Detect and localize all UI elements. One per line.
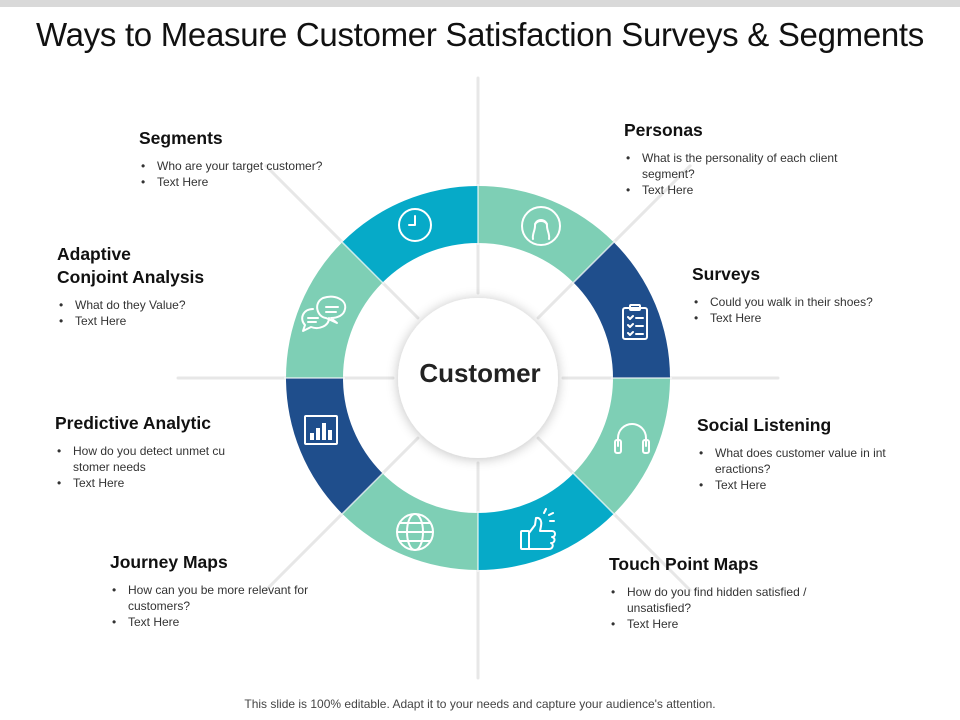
personas-bullets: What is the personality of each client s… xyxy=(624,150,844,198)
bullet-item: Text Here xyxy=(609,616,824,632)
touch-point-maps-heading: Touch Point Maps xyxy=(609,554,759,574)
bullet-item: How do you detect unmet cu stomer needs xyxy=(55,443,255,475)
top-bar xyxy=(0,0,960,7)
segment-dividers xyxy=(284,184,672,572)
personas-heading: Personas xyxy=(624,120,703,140)
ring-segment-surveys xyxy=(573,242,670,378)
segments-bullets: Who are your target customer? Text Here xyxy=(139,158,369,190)
ring-segment-predictive-analytic xyxy=(286,378,383,514)
bullet-item: Text Here xyxy=(110,614,325,630)
user-icon xyxy=(521,206,561,246)
bullet-item: Text Here xyxy=(624,182,844,198)
surveys-block: Surveys Could you walk in their shoes? T… xyxy=(692,263,922,326)
bullet-item: Text Here xyxy=(55,475,255,491)
ring-segment-personas xyxy=(478,186,614,283)
clipboard-checklist-icon xyxy=(622,304,648,340)
touch-point-maps-bullets: How do you find hidden satisfied / unsat… xyxy=(609,584,824,632)
page-title: Ways to Measure Customer Satisfaction Su… xyxy=(36,16,924,53)
journey-maps-bullets: How can you be more relevant for custome… xyxy=(110,582,325,630)
chat-bubbles-icon xyxy=(301,295,347,332)
clock-icon xyxy=(398,208,432,242)
touch-point-maps-block: Touch Point Maps How do you find hidden … xyxy=(609,553,824,632)
adaptive-conjoint-block: Adaptive Conjoint Analysis What do they … xyxy=(57,243,267,329)
thumbs-up-icon xyxy=(520,508,556,550)
bullet-item: How do you find hidden satisfied / unsat… xyxy=(609,584,824,616)
bullet-item: Could you walk in their shoes? xyxy=(692,294,922,310)
footer-note: This slide is 100% editable. Adapt it to… xyxy=(244,697,716,711)
journey-maps-block: Journey Maps How can you be more relevan… xyxy=(110,551,325,630)
journey-maps-heading: Journey Maps xyxy=(110,552,228,572)
segment-divider xyxy=(571,240,616,285)
segment-divider xyxy=(340,240,385,285)
surveys-heading: Surveys xyxy=(692,264,761,284)
surveys-bullets: Could you walk in their shoes? Text Here xyxy=(692,294,922,326)
segments-heading: Segments xyxy=(139,128,223,148)
ring-segment-touch-point-maps xyxy=(478,473,614,570)
ring-segment-segments xyxy=(342,186,478,283)
segment-divider xyxy=(340,471,385,516)
adaptive-conjoint-bullets: What do they Value? Text Here xyxy=(57,297,267,329)
headphones-icon xyxy=(614,423,650,454)
predictive-analytic-block: Predictive Analytic How do you detect un… xyxy=(55,412,255,491)
social-listening-bullets: What does customer value in int eraction… xyxy=(697,445,917,493)
bullet-item: Text Here xyxy=(57,313,267,329)
ring-segment-adaptive-conjoint xyxy=(286,242,383,378)
center-label: Customer xyxy=(419,358,541,388)
personas-block: Personas What is the personality of each… xyxy=(624,119,844,198)
predictive-analytic-bullets: How do you detect unmet cu stomer needs … xyxy=(55,443,255,491)
bullet-item: What does customer value in int eraction… xyxy=(697,445,917,477)
bar-chart-icon xyxy=(304,415,338,445)
social-listening-block: Social Listening What does customer valu… xyxy=(697,414,917,493)
bullet-item: Text Here xyxy=(697,477,917,493)
bullet-item: What do they Value? xyxy=(57,297,267,313)
globe-icon xyxy=(396,513,434,551)
bullet-item: What is the personality of each client s… xyxy=(624,150,844,182)
bullet-item: How can you be more relevant for custome… xyxy=(110,582,325,614)
segment-divider xyxy=(571,471,616,516)
bullet-item: Who are your target customer? xyxy=(139,158,369,174)
bullet-item: Text Here xyxy=(692,310,922,326)
center-circle xyxy=(398,298,558,458)
predictive-analytic-heading: Predictive Analytic xyxy=(55,413,211,433)
social-listening-heading: Social Listening xyxy=(697,415,832,435)
adaptive-conjoint-heading: Adaptive Conjoint Analysis xyxy=(57,244,205,287)
ring-segment-journey-maps xyxy=(342,473,478,570)
bullet-item: Text Here xyxy=(139,174,369,190)
segments-block: Segments Who are your target customer? T… xyxy=(139,127,369,190)
